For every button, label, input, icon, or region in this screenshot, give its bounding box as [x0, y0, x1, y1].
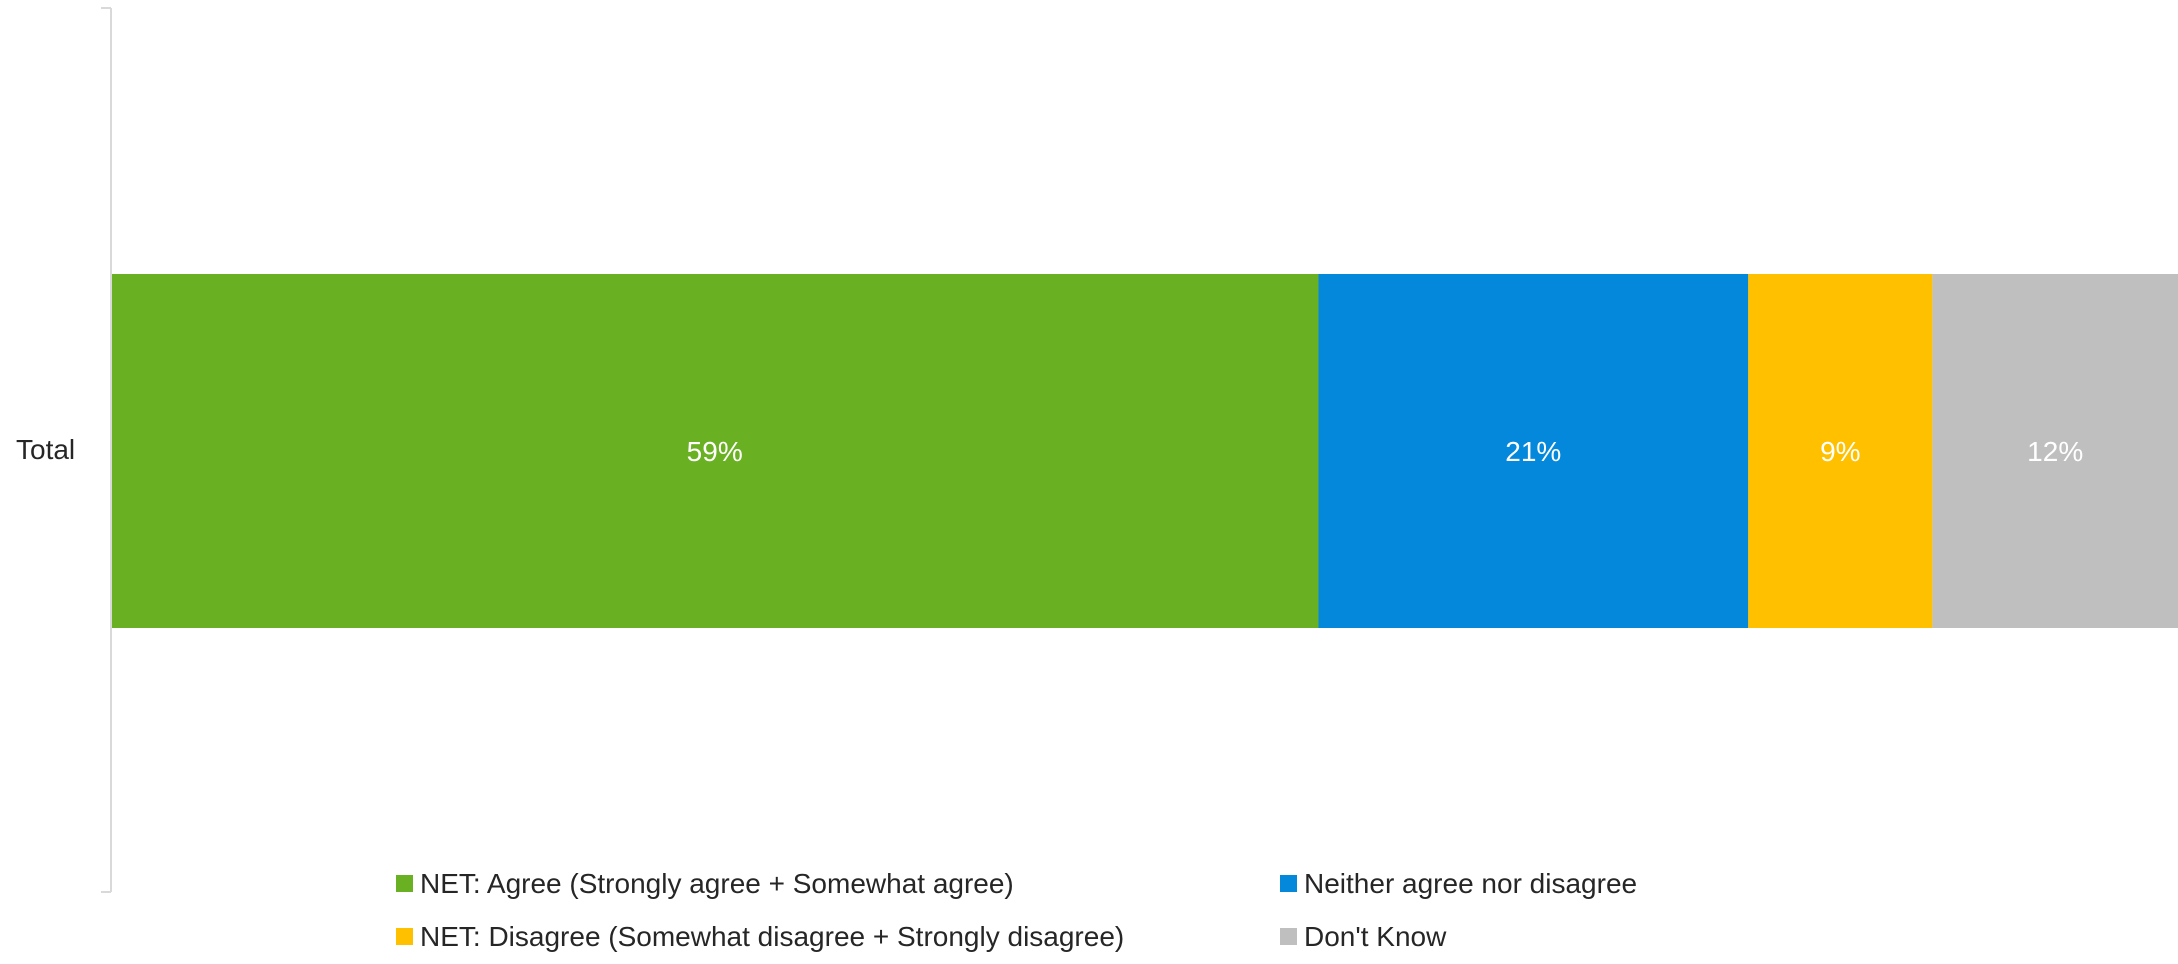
legend-swatch-2	[396, 928, 413, 945]
category-axis: Total	[16, 7, 112, 893]
bars-layer	[111, 274, 2178, 628]
legend-item-0: NET: Agree (Strongly agree + Somewhat ag…	[396, 868, 1014, 899]
bar-segment-1	[1318, 274, 1749, 628]
data-labels-layer: 59% 21% 9% 12%	[687, 436, 2084, 467]
legend-item-1: Neither agree nor disagree	[1280, 868, 1637, 899]
legend-item-3: Don't Know	[1280, 921, 1447, 952]
legend-label-0: NET: Agree (Strongly agree + Somewhat ag…	[420, 868, 1014, 899]
data-label-1: 21%	[1505, 436, 1561, 467]
legend-swatch-3	[1280, 928, 1297, 945]
data-label-2: 9%	[1820, 436, 1860, 467]
legend: NET: Agree (Strongly agree + Somewhat ag…	[396, 868, 1637, 952]
data-label-3: 12%	[2027, 436, 2083, 467]
legend-label-2: NET: Disagree (Somewhat disagree + Stron…	[420, 921, 1124, 952]
bar-segment-0	[111, 274, 1319, 628]
legend-item-2: NET: Disagree (Somewhat disagree + Stron…	[396, 921, 1124, 952]
data-label-0: 59%	[687, 436, 743, 467]
legend-swatch-0	[396, 875, 413, 892]
legend-label-3: Don't Know	[1304, 921, 1447, 952]
bar-segment-2	[1748, 274, 1933, 628]
category-label-total: Total	[16, 434, 75, 465]
legend-swatch-1	[1280, 875, 1297, 892]
bar-segment-3	[1932, 274, 2178, 628]
legend-label-1: Neither agree nor disagree	[1304, 868, 1637, 899]
